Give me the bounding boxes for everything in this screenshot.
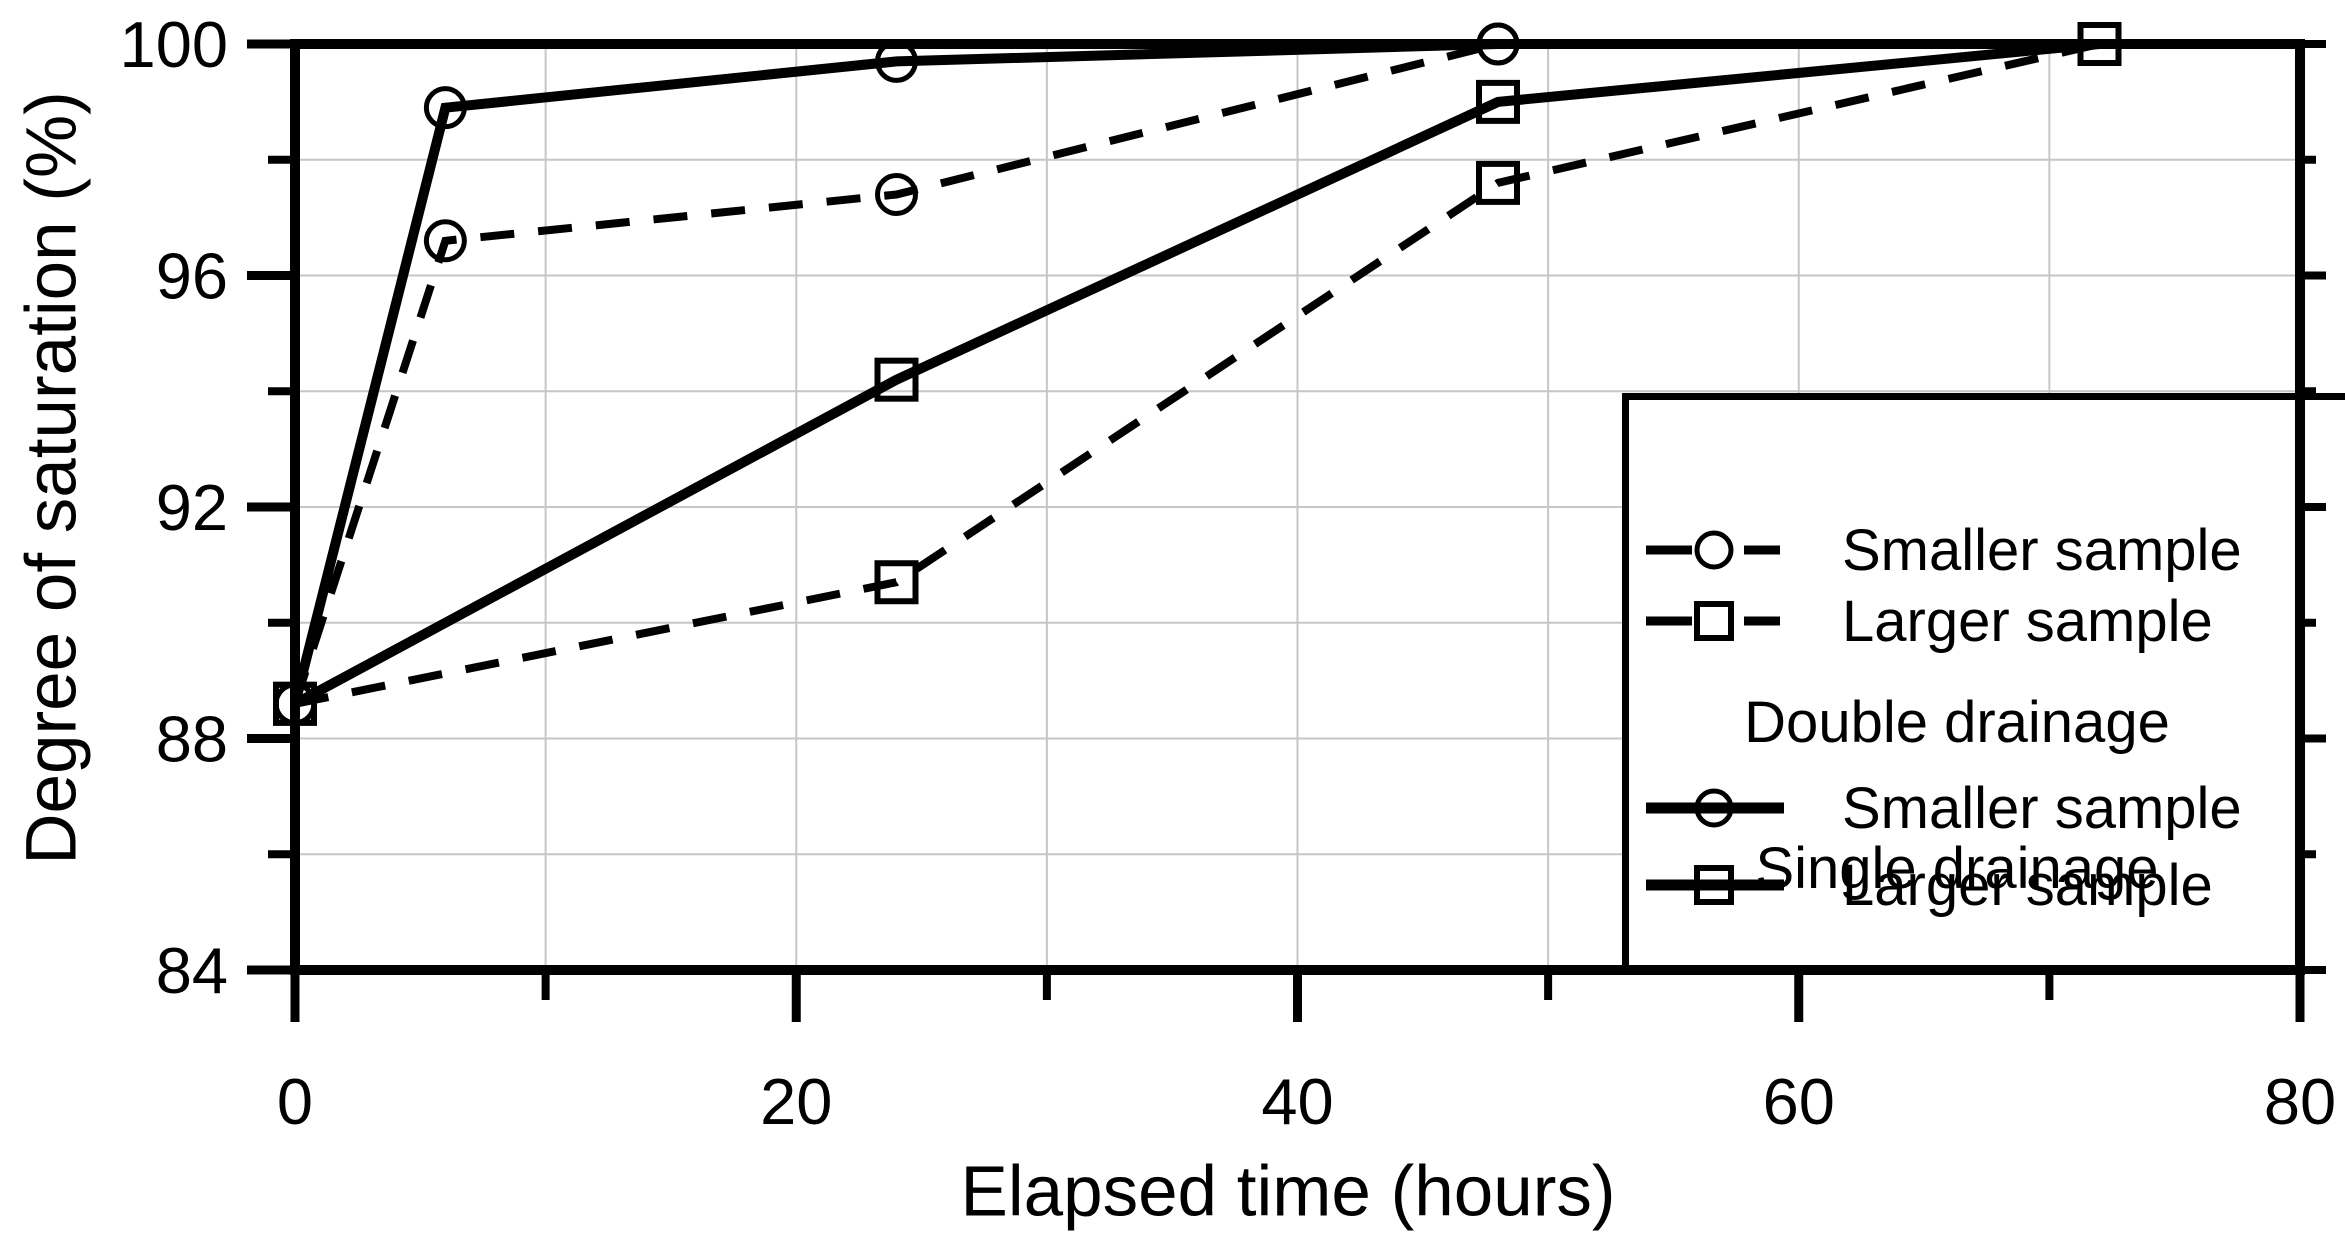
solid-line-circle-marker-icon <box>1646 788 1784 828</box>
x-tick-label: 20 <box>760 1065 832 1138</box>
data-point-square-single-drainage-larger-sample <box>2077 22 2122 66</box>
legend-group-title-double-drainage: Double drainage <box>1744 690 2170 755</box>
dashed-line-circle-marker-icon <box>1646 530 1780 570</box>
x-tick-label: 80 <box>2264 1065 2336 1138</box>
data-point-square-double-drainage-larger-sample <box>1476 79 1520 124</box>
y-axis-title: Degree of saturation (%) <box>12 91 92 865</box>
data-point-circle-double-drainage-smaller-sample <box>423 86 467 130</box>
data-point-circle-double-drainage-smaller-sample <box>273 682 317 726</box>
y-tick-label: 92 <box>156 471 228 544</box>
dashed-line-square-marker-icon <box>1646 601 1780 641</box>
x-tick-label: 40 <box>1261 1065 1333 1138</box>
solid-line-square-marker-icon <box>1646 865 1784 905</box>
y-tick-label: 88 <box>156 703 228 776</box>
data-point-circle-single-drainage-smaller-sample <box>1476 22 1520 66</box>
x-tick-label: 60 <box>1763 1065 1835 1138</box>
legend-box: Single drainage Smaller sample Larger sa… <box>1622 393 2345 970</box>
y-tick-label: 96 <box>156 240 228 313</box>
data-point-square-double-drainage-larger-sample <box>874 357 919 402</box>
data-point-square-single-drainage-larger-sample <box>273 681 317 726</box>
data-point-square-double-drainage-larger-sample <box>273 681 317 726</box>
legend-item-double-larger: Larger sample <box>1644 853 2213 918</box>
data-point-circle-double-drainage-smaller-sample <box>875 39 918 83</box>
data-point-square-single-drainage-larger-sample <box>1476 160 1520 205</box>
x-axis-title: Elapsed time (hours) <box>960 1152 1616 1232</box>
data-point-circle-double-drainage-smaller-sample <box>1476 22 1520 66</box>
y-tick-label: 84 <box>156 934 228 1007</box>
legend-item-single-larger: Larger sample <box>1644 589 2213 654</box>
data-point-square-single-drainage-larger-sample <box>874 560 919 605</box>
data-point-square-double-drainage-larger-sample <box>2077 22 2122 66</box>
data-point-circle-single-drainage-smaller-sample <box>273 682 317 726</box>
legend-item-label: Smaller sample <box>1842 775 2242 841</box>
series-line-double-drainage-smaller-sample <box>290 39 1499 706</box>
series-line-single-drainage-smaller-sample <box>291 40 1499 706</box>
legend-item-label: Smaller sample <box>1842 517 2242 583</box>
x-tick-label: 0 <box>277 1065 313 1138</box>
legend-item-label: Larger sample <box>1842 588 2213 654</box>
legend-item-label: Larger sample <box>1842 852 2213 918</box>
y-tick-label: 100 <box>120 8 228 81</box>
legend-item-single-smaller: Smaller sample <box>1644 518 2242 583</box>
legend-item-double-smaller: Smaller sample <box>1644 776 2242 841</box>
data-point-circle-single-drainage-smaller-sample <box>423 219 467 263</box>
data-point-circle-single-drainage-smaller-sample <box>875 172 918 216</box>
